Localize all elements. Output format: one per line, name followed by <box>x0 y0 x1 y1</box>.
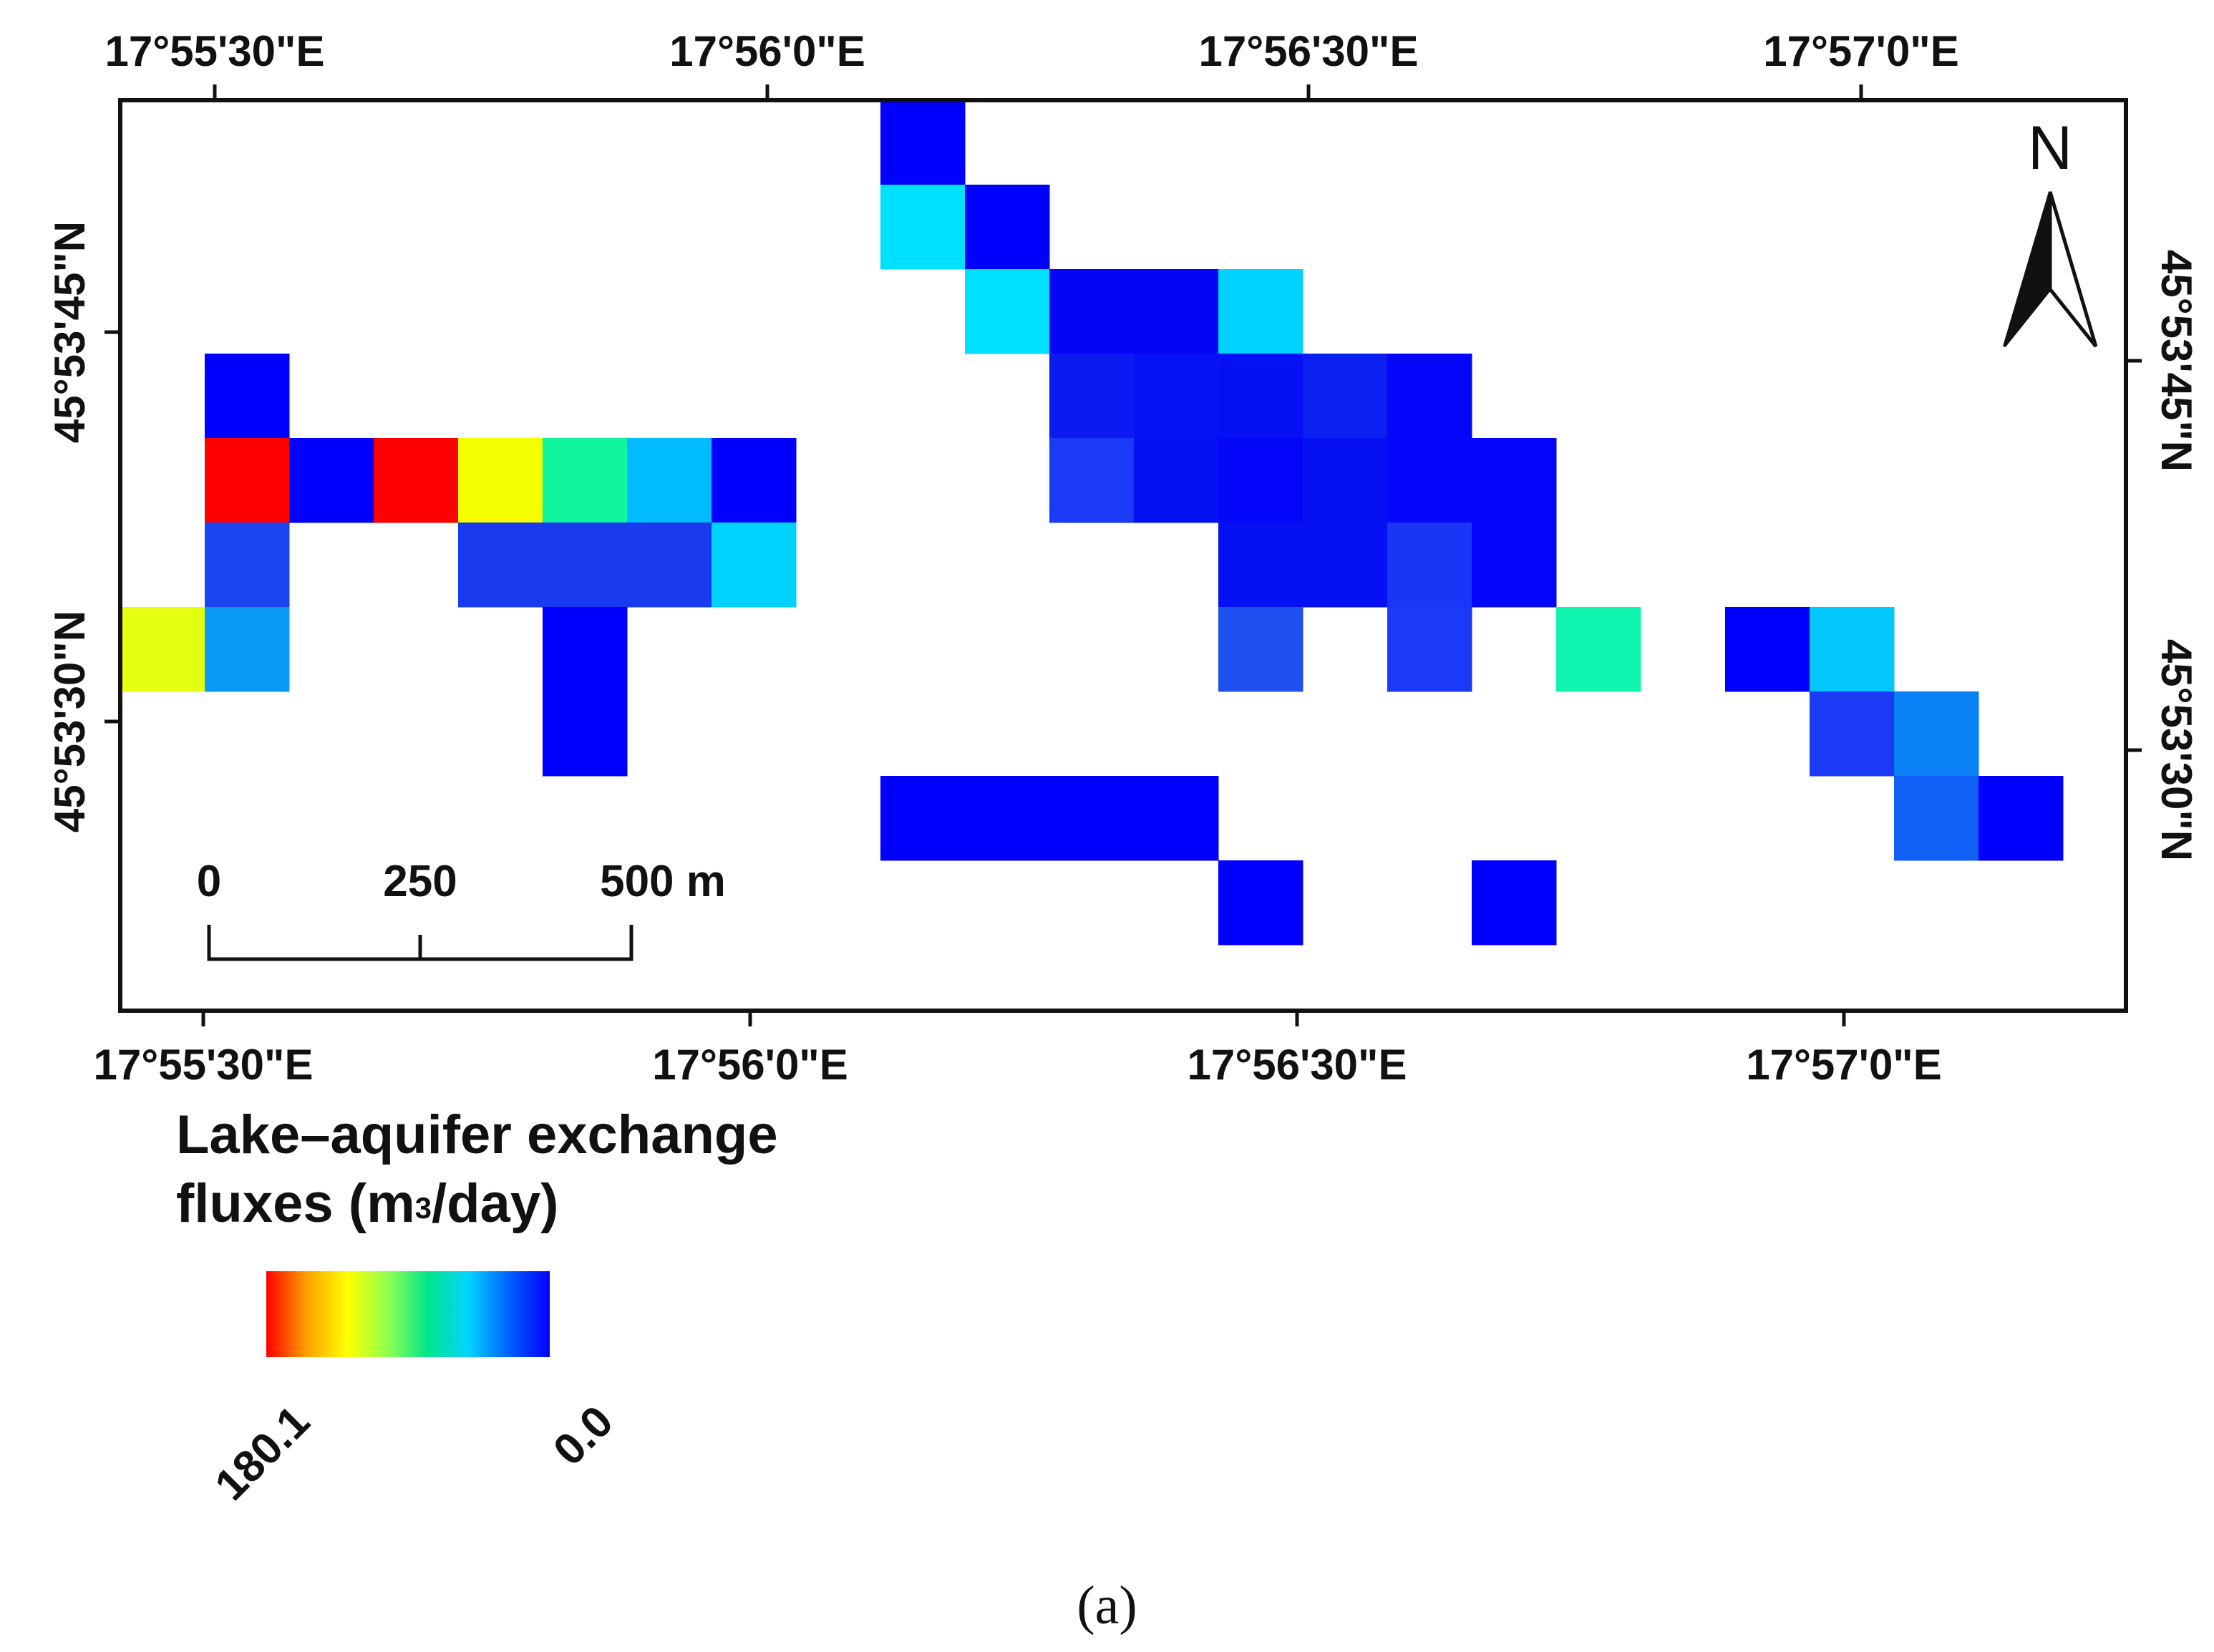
flux-cell <box>1387 438 1472 523</box>
flux-cell <box>1894 776 1979 861</box>
figure-caption: (a) <box>1077 1575 1137 1636</box>
flux-grid-cells <box>120 100 2064 946</box>
flux-cell <box>627 523 712 608</box>
north-arrow-icon <box>2003 191 2052 348</box>
flux-cell <box>205 607 290 692</box>
flux-cell <box>1218 354 1303 439</box>
top-lon-label: 17°57'0"E <box>1763 27 1959 75</box>
north-label: N <box>2028 114 2072 183</box>
flux-cell <box>1387 607 1472 692</box>
flux-cell <box>1472 523 1557 608</box>
flux-cell <box>1472 438 1557 523</box>
map-frame <box>118 98 2128 1013</box>
bottom-lon-label: 17°56'0"E <box>652 1041 848 1089</box>
flux-cell <box>1387 523 1472 608</box>
flux-cell <box>543 691 628 777</box>
legend-min-label: 0.0 <box>544 1396 623 1475</box>
flux-cell <box>1894 691 1979 777</box>
flux-cell <box>880 100 966 185</box>
flux-cell <box>458 523 543 608</box>
right-latitude-axis: 45°53'45"N 45°53'30"N <box>2126 250 2200 861</box>
left-lat-label: 45°53'30"N <box>46 611 94 832</box>
bottom-lon-label: 17°56'30"E <box>1188 1041 1407 1089</box>
flux-cell <box>1134 354 1219 439</box>
flux-cell <box>543 438 628 523</box>
flux-cell <box>1049 269 1135 354</box>
flux-cell <box>374 438 459 523</box>
flux-cell <box>1134 776 1219 861</box>
flux-cell <box>1134 269 1219 354</box>
bottom-lon-label: 17°55'30"E <box>94 1041 314 1089</box>
flux-cell <box>1134 438 1219 523</box>
legend-color-bar <box>266 1271 550 1357</box>
scale-label-0: 0 <box>197 857 221 906</box>
scale-label-250: 250 <box>383 857 457 906</box>
right-lat-label: 45°53'45"N <box>2152 250 2200 472</box>
flux-cell <box>289 438 374 523</box>
flux-cell <box>1387 354 1472 439</box>
flux-cell <box>712 438 797 523</box>
flux-cell <box>205 523 290 608</box>
flux-cell <box>1218 607 1303 692</box>
flux-cell <box>965 185 1050 270</box>
flux-cell <box>1049 438 1135 523</box>
top-longitude-axis: 17°55'30"E 17°56'0"E 17°56'30"E 17°57'0"… <box>105 27 1959 100</box>
flux-cell <box>1810 607 1895 692</box>
flux-cell <box>543 607 628 692</box>
left-lat-label: 45°53'45"N <box>46 221 94 443</box>
flux-cell <box>1810 691 1895 777</box>
top-lon-label: 17°55'30"E <box>105 27 325 75</box>
top-lon-label: 17°56'30"E <box>1199 27 1419 75</box>
north-arrow: N <box>2003 114 2098 348</box>
top-lon-label: 17°56'0"E <box>669 27 865 75</box>
flux-cell <box>712 523 797 608</box>
flux-cell <box>543 523 628 608</box>
legend-title-suffix: /day) <box>432 1173 559 1234</box>
flux-cell <box>965 269 1050 354</box>
flux-cell <box>880 185 966 270</box>
scale-bar: 0 250 500 m <box>197 857 726 961</box>
legend-title-sup: 3 <box>414 1191 432 1225</box>
flux-cell <box>458 438 543 523</box>
flux-cell <box>1472 860 1557 946</box>
flux-cell <box>205 438 290 523</box>
north-arrow-outline-icon <box>2048 191 2098 348</box>
flux-cell <box>1303 354 1388 439</box>
flux-cell <box>1303 438 1388 523</box>
flux-cell <box>627 438 712 523</box>
scale-label-500: 500 m <box>600 857 726 906</box>
flux-cell <box>1556 607 1641 692</box>
flux-cell <box>880 776 966 861</box>
flux-cell <box>1725 607 1810 692</box>
legend-title: Lake–aquifer exchange fluxes (m3/day) <box>176 1101 778 1238</box>
bottom-lon-label: 17°57'0"E <box>1746 1041 1942 1089</box>
flux-cell <box>205 354 290 439</box>
left-latitude-axis: 45°53'45"N 45°53'30"N <box>46 221 120 832</box>
flux-cell <box>1218 438 1303 523</box>
legend-title-prefix: fluxes (m <box>176 1173 415 1234</box>
flux-cell <box>1303 523 1388 608</box>
legend: 180.1 0.0 <box>205 1271 623 1510</box>
right-lat-label: 45°53'30"N <box>2152 639 2200 861</box>
flux-cell <box>1218 269 1303 354</box>
flux-cell <box>1218 523 1303 608</box>
legend-max-label: 180.1 <box>205 1396 319 1510</box>
legend-title-line1: Lake–aquifer exchange <box>176 1104 778 1165</box>
flux-cell <box>1049 354 1135 439</box>
flux-cell <box>1049 776 1135 861</box>
flux-cell <box>1218 860 1303 946</box>
flux-cell <box>965 776 1050 861</box>
flux-cell <box>120 607 205 692</box>
flux-cell <box>1978 776 2064 861</box>
bottom-longitude-axis: 17°55'30"E 17°56'0"E 17°56'30"E 17°57'0"… <box>94 1011 1942 1089</box>
legend-title-line2: fluxes (m3/day) <box>176 1170 778 1238</box>
